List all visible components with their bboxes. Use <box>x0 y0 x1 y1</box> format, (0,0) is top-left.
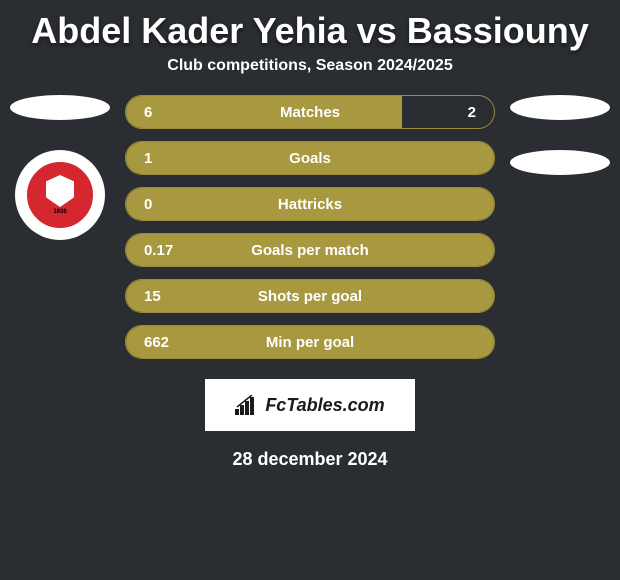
stat-left-value: 0 <box>126 196 186 213</box>
stats-bars: 6 Matches 2 1 Goals 0 Hattricks 0.17 Goa… <box>110 95 510 359</box>
stat-left-value: 15 <box>126 288 186 305</box>
stat-bar-spg: 15 Shots per goal <box>125 279 495 313</box>
stat-bar-gpm: 0.17 Goals per match <box>125 233 495 267</box>
left-side: 1936 <box>10 95 110 240</box>
stat-right-value: 2 <box>468 104 476 121</box>
stat-label: Shots per goal <box>258 288 362 305</box>
badge-inner: 1936 <box>23 158 97 232</box>
stat-label: Goals <box>289 150 331 167</box>
branding-bar[interactable]: FcTables.com <box>205 379 415 431</box>
date-text: 28 december 2024 <box>0 449 620 470</box>
stat-label: Hattricks <box>278 196 342 213</box>
stat-bar-goals: 1 Goals <box>125 141 495 175</box>
stat-left-value: 0.17 <box>126 242 186 259</box>
stat-bar-matches: 6 Matches 2 <box>125 95 495 129</box>
subtitle: Club competitions, Season 2024/2025 <box>0 57 620 95</box>
stat-label: Matches <box>280 104 340 121</box>
stat-left-value: 6 <box>126 104 186 121</box>
fctables-logo-icon <box>235 395 259 415</box>
player-photo-placeholder-left <box>10 95 110 120</box>
stat-left-value: 1 <box>126 150 186 167</box>
stat-bar-mpg: 662 Min per goal <box>125 325 495 359</box>
branding-text: FcTables.com <box>265 395 384 416</box>
club-badge-left: 1936 <box>15 150 105 240</box>
badge-shield-icon <box>46 175 74 207</box>
stat-left-value: 662 <box>126 334 186 351</box>
stat-label: Goals per match <box>251 242 369 259</box>
player-photo-placeholder-right-1 <box>510 95 610 120</box>
page-title: Abdel Kader Yehia vs Bassiouny <box>0 0 620 57</box>
player-photo-placeholder-right-2 <box>510 150 610 175</box>
right-side <box>510 95 610 175</box>
main-row: 1936 6 Matches 2 1 Goals 0 Hattricks <box>0 95 620 359</box>
badge-year: 1936 <box>53 209 66 215</box>
stat-bar-hattricks: 0 Hattricks <box>125 187 495 221</box>
stat-label: Min per goal <box>266 334 354 351</box>
comparison-widget: Abdel Kader Yehia vs Bassiouny Club comp… <box>0 0 620 470</box>
